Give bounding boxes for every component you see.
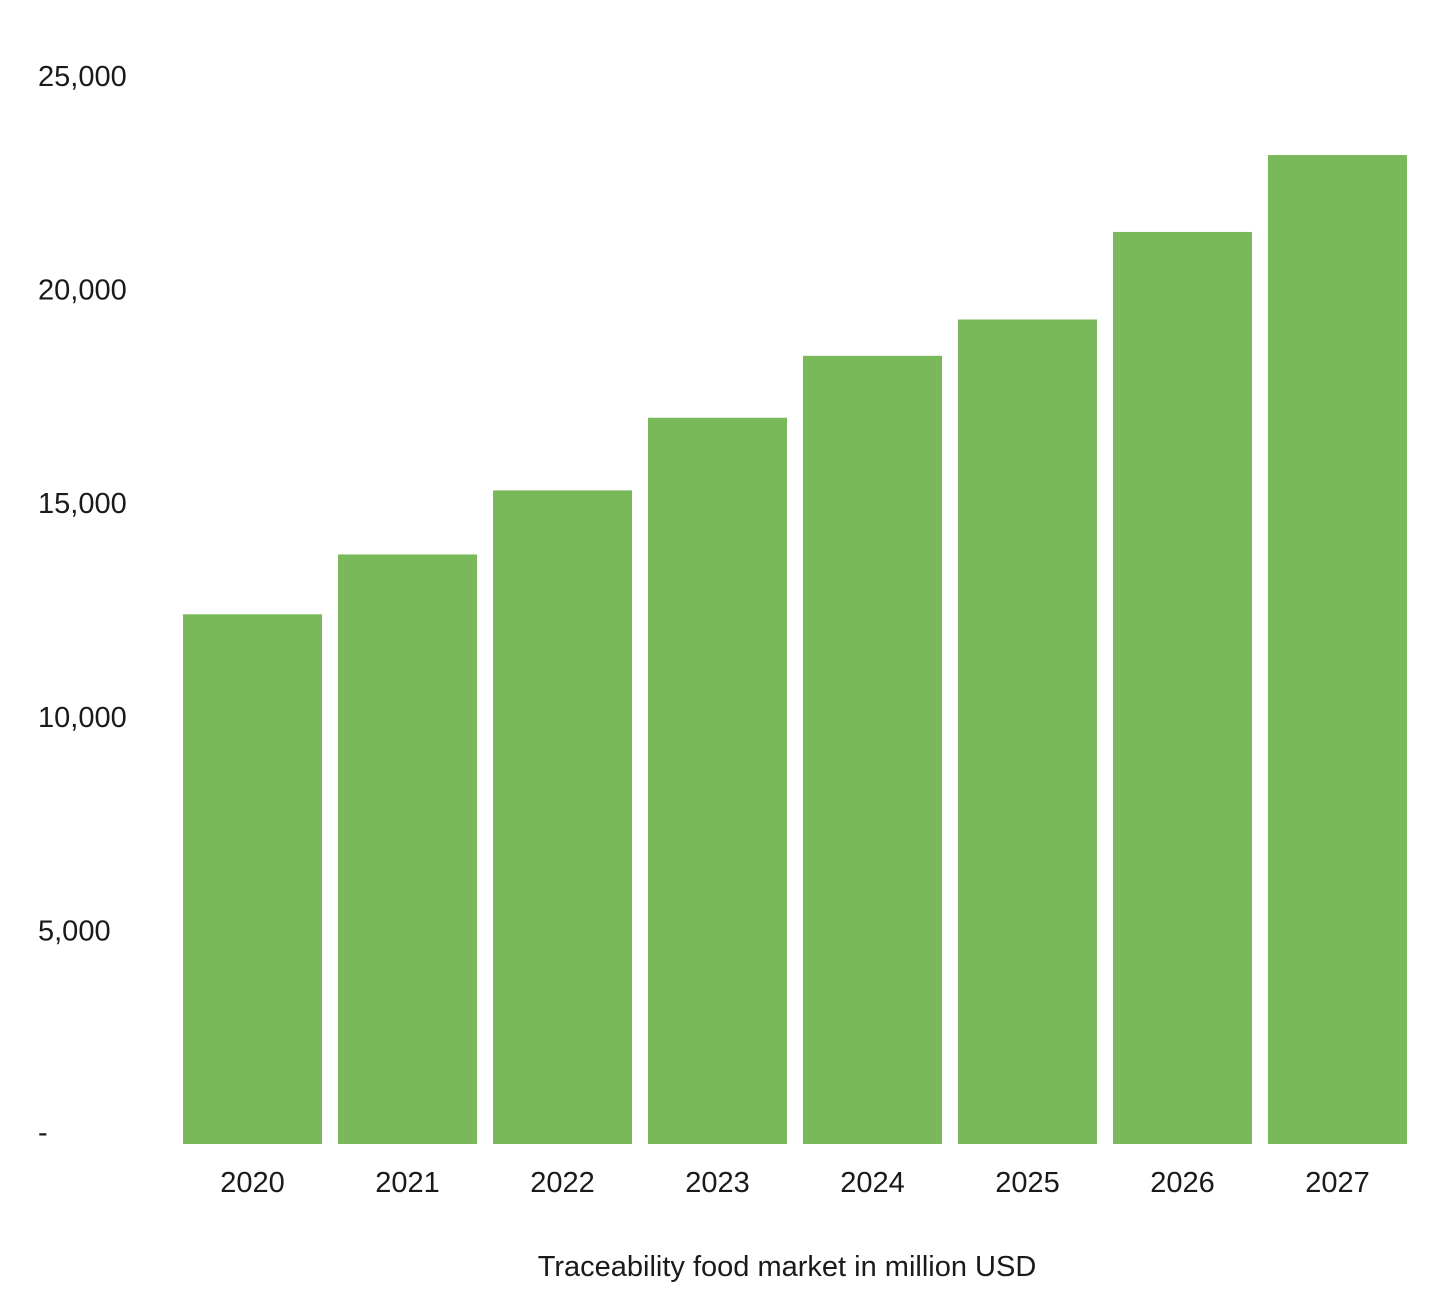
y-tick-label: 20,000 <box>38 275 127 307</box>
bars-group <box>183 155 1407 1145</box>
y-tick-label: 25,000 <box>38 61 127 93</box>
y-tick-label: 10,000 <box>38 702 127 734</box>
x-tick-label: 2020 <box>220 1167 285 1199</box>
x-tick-label: 2022 <box>530 1167 595 1199</box>
y-tick-label: 5,000 <box>38 915 111 947</box>
bar-2023 <box>648 417 787 1144</box>
x-tick-label: 2027 <box>1305 1167 1370 1199</box>
bar-2022 <box>493 490 632 1144</box>
y-tick-label: - <box>38 1117 48 1149</box>
bar-2027 <box>1268 155 1407 1145</box>
bar-2024 <box>803 355 942 1144</box>
x-tick-label: 2026 <box>1150 1167 1215 1199</box>
bar-2025 <box>958 319 1097 1144</box>
x-tick-label: 2023 <box>685 1167 750 1199</box>
x-axis-ticks: 2020 2021 2022 2023 2024 2025 2026 2027 <box>220 1167 1370 1199</box>
y-axis-ticks: - 5,000 10,000 15,000 20,000 25,000 <box>38 61 127 1149</box>
x-tick-label: 2021 <box>375 1167 440 1199</box>
bar-2026 <box>1113 231 1252 1145</box>
bar-2021 <box>338 554 477 1144</box>
bar-2020 <box>183 614 322 1144</box>
x-tick-label: 2025 <box>995 1167 1060 1199</box>
x-tick-label: 2024 <box>840 1167 905 1199</box>
x-axis-label: Traceability food market in million USD <box>538 1251 1037 1283</box>
y-tick-label: 15,000 <box>38 488 127 520</box>
